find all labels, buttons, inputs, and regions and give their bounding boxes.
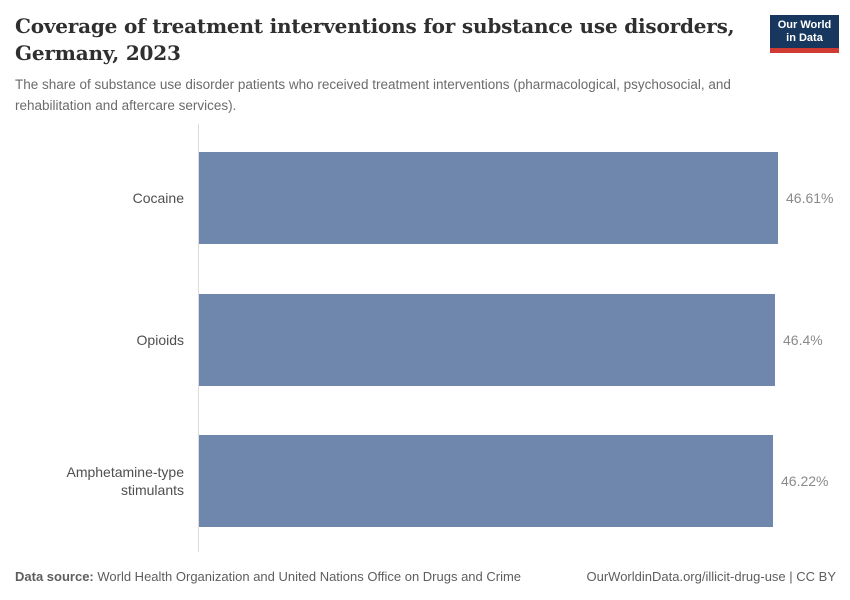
bar-row: Cocaine 46.61% — [0, 152, 850, 244]
value-label: 46.22% — [781, 473, 829, 489]
y-axis-baseline — [198, 124, 199, 552]
data-source-note: Data source: World Health Organization a… — [15, 568, 521, 586]
bar-row: Opioids 46.4% — [0, 294, 850, 386]
chart-footer: Data source: World Health Organization a… — [15, 568, 836, 586]
bar[interactable] — [199, 435, 773, 527]
owid-logo[interactable]: Our World in Data — [770, 15, 839, 53]
chart-subtitle: The share of substance use disorder pati… — [15, 77, 731, 113]
bar[interactable] — [199, 152, 778, 244]
category-label: Cocaine — [132, 190, 184, 206]
owid-url-license-link[interactable]: OurWorldinData.org/illicit-drug-use | CC… — [586, 569, 837, 584]
data-source-label: Data source: — [15, 569, 94, 584]
value-label: 46.4% — [783, 332, 823, 348]
owid-logo-line1: Our World — [777, 19, 832, 31]
category-label: Opioids — [136, 332, 184, 348]
bar[interactable] — [199, 294, 775, 386]
bar-row: Amphetamine-type stimulants 46.22% — [0, 435, 850, 527]
category-label: Amphetamine-type stimulants — [66, 464, 184, 498]
owid-logo-line2: in Data — [786, 32, 823, 44]
data-source-text: World Health Organization and United Nat… — [93, 569, 522, 584]
value-label: 46.61% — [786, 190, 834, 206]
chart-title: Coverage of treatment interventions for … — [15, 14, 735, 65]
